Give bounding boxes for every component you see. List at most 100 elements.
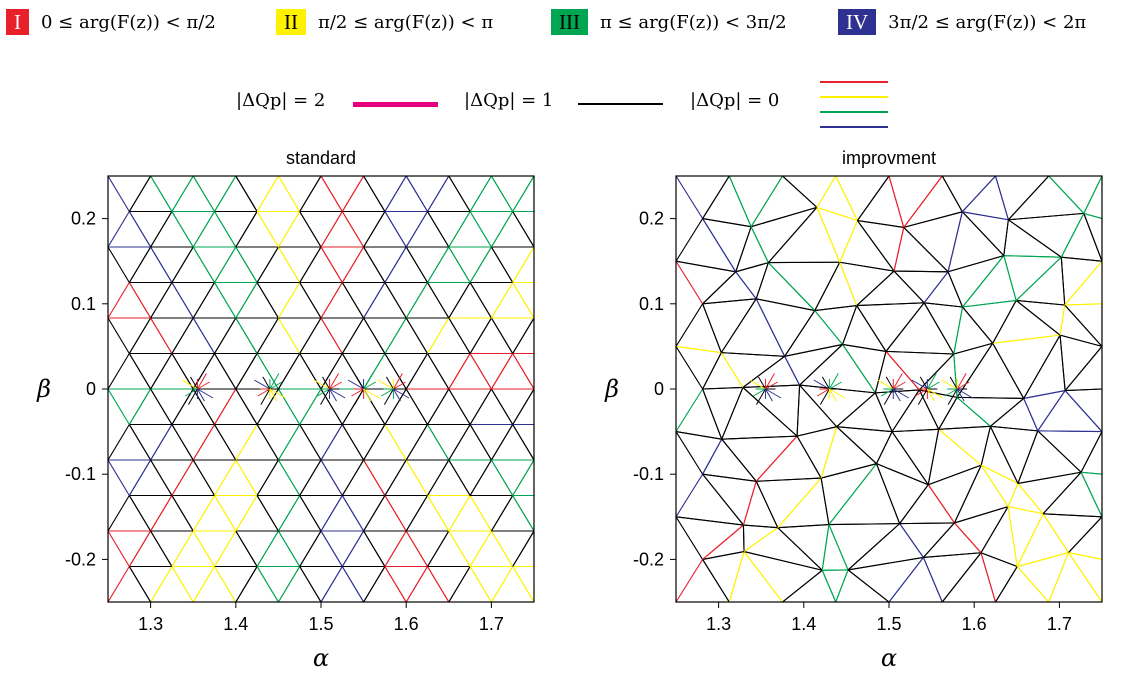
- root-refinement-edge: [181, 379, 198, 390]
- root-refinement-edge: [197, 373, 207, 390]
- mesh-edge: [320, 246, 343, 283]
- mesh-edge: [856, 176, 890, 221]
- mesh-edge: [1064, 260, 1102, 306]
- mesh-edge: [676, 260, 736, 273]
- x-tick-label: 1.7: [479, 614, 504, 634]
- mesh-edge: [927, 429, 940, 485]
- mesh-edge: [363, 211, 386, 248]
- mesh-edge: [1065, 388, 1102, 392]
- root-refinement-edge: [816, 388, 830, 397]
- mesh-edge: [108, 388, 130, 425]
- mesh-edge: [341, 317, 365, 354]
- delta-q-label-2: |ΔQp| = 2: [236, 90, 326, 111]
- mesh-edge: [277, 317, 301, 354]
- mesh-edge: [277, 353, 301, 390]
- root-refinement-edge: [317, 388, 330, 397]
- mesh-edge: [469, 317, 492, 354]
- mesh-edge: [1048, 552, 1070, 602]
- mesh-edge: [962, 306, 994, 344]
- panel-standard: standard 1.3 1.4 1.5 1.6 1.7 0.2 0.1 0 -0.1 -0.2 α β: [36, 148, 535, 672]
- mesh-edge: [1007, 506, 1044, 515]
- root-refinement-edge: [911, 379, 928, 390]
- mesh-edge: [235, 388, 258, 425]
- mesh-edge: [108, 459, 130, 496]
- mesh-edge: [924, 302, 963, 308]
- mesh-edge: [171, 282, 194, 319]
- mesh-edge: [405, 353, 428, 390]
- mesh-edge: [277, 388, 301, 425]
- mesh-edge: [490, 353, 514, 390]
- root-refinement-edge: [269, 388, 278, 402]
- root-refinement-edge: [813, 379, 830, 390]
- x-axis-label: α: [881, 644, 897, 672]
- mesh-edge: [512, 459, 534, 496]
- mesh-edge: [899, 523, 924, 558]
- plot-title: standard: [286, 148, 356, 168]
- root-refinement-edge: [758, 376, 766, 390]
- mesh-edge: [676, 303, 704, 347]
- mesh-edge: [171, 211, 194, 248]
- mesh-edge: [214, 566, 237, 602]
- root-refinement-edge: [765, 388, 773, 402]
- mesh-edge: [363, 246, 386, 283]
- quadrant-legend-item-1: I 0 ≤ arg(F(z)) < π/2: [6, 9, 216, 35]
- mesh-edge: [839, 261, 895, 272]
- mesh-edge: [847, 556, 924, 571]
- mesh-edge: [469, 459, 492, 496]
- root-refinement-edge: [185, 388, 198, 397]
- triangle-mesh: [108, 176, 534, 602]
- mesh-edge: [320, 317, 343, 354]
- mesh-edge: [956, 342, 994, 398]
- mesh-edge: [992, 300, 1017, 344]
- mesh-edge: [150, 566, 173, 602]
- y-tick-label: -0.1: [633, 464, 664, 484]
- mesh-edge: [835, 176, 858, 221]
- x-tick-label: 1.3: [138, 614, 163, 634]
- mesh-edge: [427, 530, 450, 567]
- mesh-edge: [702, 218, 737, 273]
- mesh-edge: [192, 388, 215, 425]
- mesh-edge: [192, 424, 215, 461]
- mesh-edge: [299, 459, 322, 496]
- mesh-edge: [874, 351, 887, 393]
- mesh-edge: [1007, 176, 1050, 221]
- mesh-edge: [405, 211, 428, 248]
- mesh-edge: [128, 424, 152, 461]
- root-refinement-edge: [383, 388, 394, 405]
- mesh-edge: [923, 271, 949, 304]
- mesh-edge: [742, 384, 800, 388]
- root-refinement-edge: [393, 388, 410, 399]
- root-refinement-edge: [363, 381, 376, 390]
- mesh-edge: [405, 530, 428, 567]
- root-refinement-edge: [753, 388, 766, 397]
- root-refinement-edge: [829, 388, 846, 399]
- mesh-edge: [469, 176, 492, 212]
- mesh-edge: [299, 566, 322, 602]
- mesh-edge: [512, 353, 534, 390]
- mesh-edge: [448, 388, 471, 425]
- mesh-edge: [128, 317, 152, 354]
- root-refinement-edge: [927, 388, 944, 399]
- mesh-edge: [128, 211, 152, 248]
- root-refinement-edge: [956, 381, 970, 390]
- mesh-edge: [320, 459, 343, 496]
- delta-q-line-2: [353, 102, 438, 107]
- mesh-edge: [742, 355, 786, 388]
- mesh-edge: [676, 346, 704, 390]
- mesh-edge: [363, 566, 386, 602]
- mesh-edge: [235, 282, 258, 319]
- mesh-edge: [1060, 257, 1066, 306]
- mesh-edge: [448, 424, 471, 461]
- mesh-edge: [676, 345, 722, 354]
- mesh-edge: [384, 353, 407, 390]
- mesh-edge: [214, 246, 237, 283]
- mesh-edge: [150, 282, 173, 319]
- mesh-edge: [957, 396, 1024, 399]
- mesh-edge: [676, 431, 722, 440]
- mesh-edge: [277, 282, 301, 319]
- mesh-edge: [299, 211, 322, 248]
- mesh-edge: [448, 246, 471, 283]
- mesh-edge: [448, 530, 471, 567]
- mesh-edge: [1081, 471, 1102, 475]
- mesh-edge: [108, 424, 130, 461]
